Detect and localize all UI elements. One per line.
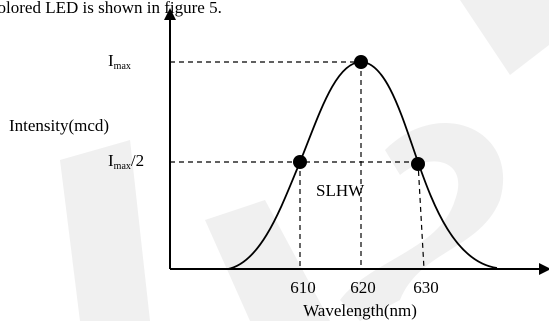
imax-label: Imax	[108, 51, 131, 72]
tick-label-620: 620	[350, 278, 376, 297]
watermark	[60, 0, 549, 322]
peak-point	[354, 55, 368, 69]
guide-lines	[170, 61, 425, 270]
caption-text: colored LED is shown in figure 5.	[0, 0, 222, 17]
x-axis-label: Wavelength(nm)	[303, 301, 417, 320]
tick-label-610: 610	[290, 278, 316, 297]
tick-label-630: 630	[413, 278, 439, 297]
left-half-point	[293, 155, 307, 169]
half-max-label: Imax/2	[108, 151, 144, 172]
right-half-point	[411, 157, 425, 171]
width-label: SLHW	[316, 181, 365, 200]
y-axis-label: Intensity(mcd)	[9, 116, 109, 135]
